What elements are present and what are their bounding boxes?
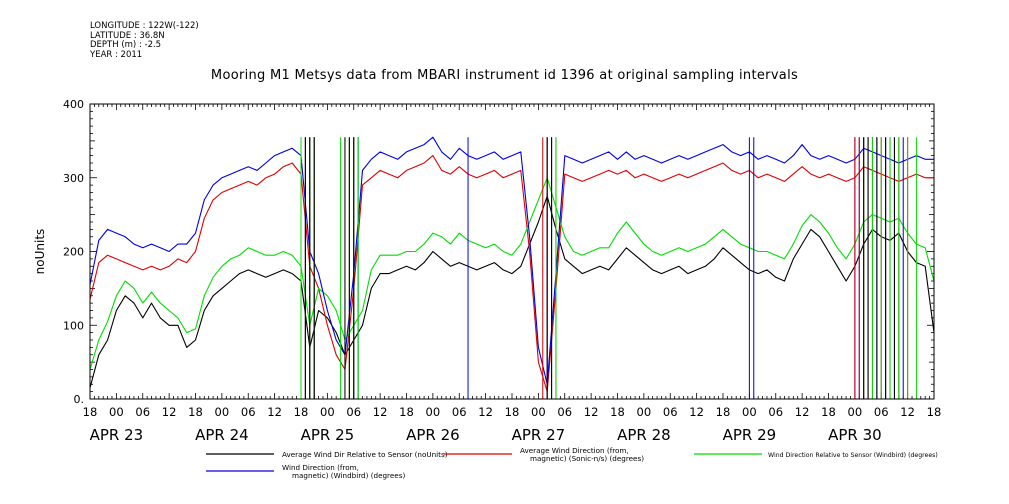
x-tick-label: 06 — [241, 405, 256, 419]
x-tick-label: 18 — [610, 405, 625, 419]
x-tick-label: 00 — [320, 405, 335, 419]
x-tick-label: 00 — [426, 405, 441, 419]
series-line-4 — [89, 136, 934, 385]
year-label: YEAR : 2011 — [90, 49, 143, 60]
series-lines — [89, 136, 935, 393]
y-tick-label: 100 — [63, 319, 84, 332]
date-label: APR 29 — [723, 426, 777, 444]
y-axis-label: noUnits — [33, 229, 47, 275]
x-tick-label: 00 — [109, 405, 124, 419]
x-tick-label: 00 — [637, 405, 652, 419]
legend-label: Wind Direction (from, — [282, 463, 359, 472]
latitude-label: LATITUDE : 36.8N — [90, 30, 165, 41]
x-tick-label: 06 — [346, 405, 361, 419]
x-tick-label: 00 — [848, 405, 863, 419]
x-tick-label: 12 — [162, 405, 177, 419]
x-tick-label: 18 — [927, 405, 942, 419]
y-tick-label: 0. — [74, 393, 85, 406]
legend-label: Average Wind Dir Relative to Sensor (noU… — [282, 450, 448, 459]
x-tick-label: 06 — [663, 405, 678, 419]
series-line-3 — [89, 177, 935, 370]
x-tick-label: 00 — [742, 405, 757, 419]
series-line-1 — [89, 195, 935, 389]
x-tick-label: 18 — [716, 405, 731, 419]
x-tick-label: 18 — [505, 405, 520, 419]
x-tick-label: 12 — [900, 405, 915, 419]
legend-label: magnetic) (Windbird) (degrees) — [292, 471, 405, 480]
x-tick-label: 12 — [267, 405, 282, 419]
x-tick-label: 18 — [294, 405, 309, 419]
x-tick-label: 06 — [768, 405, 783, 419]
date-label: APR 30 — [828, 426, 882, 444]
chart-title: Mooring M1 Metsys data from MBARI instru… — [210, 68, 799, 83]
longitude-label: LONGITUDE : 122W(-122) — [90, 21, 199, 31]
date-label: APR 28 — [617, 426, 671, 444]
x-tick-label: 18 — [188, 405, 203, 419]
axis-ticks — [89, 103, 935, 400]
x-tick-label: 18 — [821, 405, 836, 419]
legend: Average Wind Dir Relative to Sensor (noU… — [206, 446, 938, 480]
x-tick-label: 06 — [557, 405, 572, 419]
series-line-2 — [89, 155, 934, 393]
x-tick-label: 12 — [689, 405, 704, 419]
legend-label: magnetic) (Sonic-n/s) (degrees) — [530, 454, 644, 463]
date-label: APR 23 — [90, 426, 144, 444]
legend-label: Wind Direction Relative to Sensor (Windb… — [768, 452, 938, 459]
x-tick-label: 06 — [135, 405, 150, 419]
y-tick-labels: 0. 100 200 300 400 — [63, 98, 84, 406]
x-tick-label: 18 — [83, 405, 98, 419]
plot-frame — [89, 103, 935, 400]
x-tick-label: 00 — [215, 405, 230, 419]
x-tick-label: 12 — [373, 405, 388, 419]
x-tick-label: 12 — [795, 405, 810, 419]
x-tick-label: 12 — [584, 405, 599, 419]
x-tick-labels: 18 00 06 12 18 00 06 12 18 00 06 12 18 00 06 12 18 00 06 12… — [83, 405, 942, 444]
x-tick-label: 06 — [452, 405, 467, 419]
x-tick-label: 12 — [478, 405, 493, 419]
metadata-block: LONGITUDE : 122W(-122) LATITUDE : 36.8N … — [90, 21, 199, 60]
y-tick-label: 400 — [63, 98, 84, 111]
series-spikes — [300, 137, 917, 399]
y-tick-label: 200 — [63, 246, 84, 259]
depth-label: DEPTH (m) : -2.5 — [90, 40, 162, 50]
date-label: APR 24 — [195, 426, 249, 444]
date-label: APR 27 — [512, 426, 566, 444]
x-tick-label: 00 — [531, 405, 546, 419]
date-label: APR 25 — [301, 426, 355, 444]
x-tick-label: 06 — [874, 405, 889, 419]
y-tick-label: 300 — [63, 172, 84, 185]
date-label: APR 26 — [406, 426, 460, 444]
x-tick-label: 18 — [399, 405, 414, 419]
legend-label: Average Wind Direction (from, — [520, 446, 629, 455]
